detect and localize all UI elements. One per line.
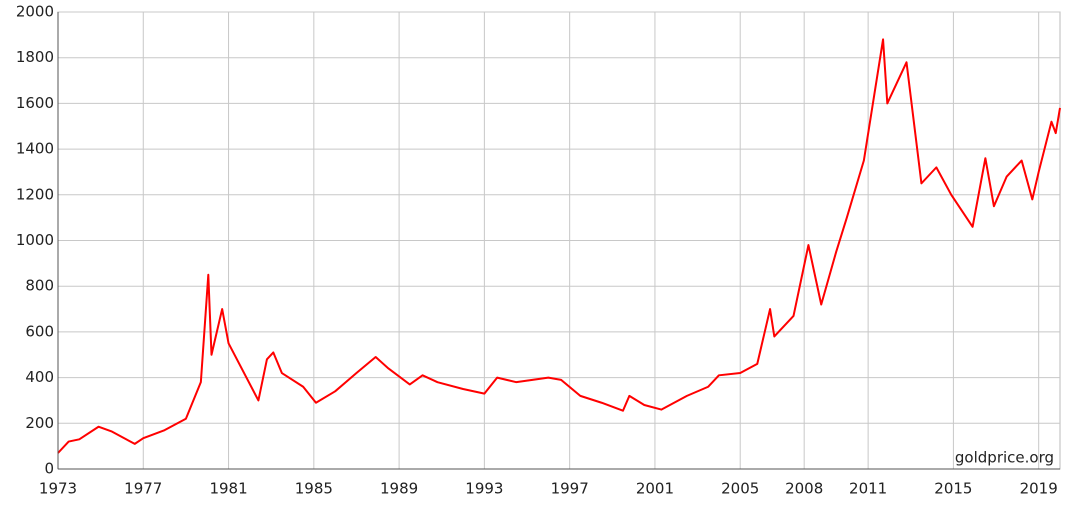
y-tick-label: 2000 bbox=[16, 3, 54, 21]
x-tick-label: 1997 bbox=[551, 480, 589, 498]
x-tick-label: 2008 bbox=[785, 480, 823, 498]
x-tick-label: 2015 bbox=[934, 480, 972, 498]
x-tick-label: 2011 bbox=[849, 480, 887, 498]
x-tick-label: 1993 bbox=[465, 480, 503, 498]
x-tick-label: 2019 bbox=[1020, 480, 1058, 498]
y-tick-label: 1400 bbox=[16, 140, 54, 158]
x-tick-label: 2001 bbox=[636, 480, 674, 498]
x-tick-label: 2005 bbox=[721, 480, 759, 498]
y-tick-label: 200 bbox=[25, 414, 54, 432]
x-tick-label: 1981 bbox=[209, 480, 247, 498]
price-line bbox=[57, 38, 1061, 454]
x-tick-label: 1977 bbox=[124, 480, 162, 498]
annotation: goldprice.org bbox=[955, 449, 1054, 467]
y-tick-label: 1800 bbox=[16, 48, 54, 66]
y-tick-label: 400 bbox=[25, 368, 54, 386]
y-tick-label: 1200 bbox=[16, 185, 54, 203]
y-tick-label: 1000 bbox=[16, 231, 54, 249]
x-tick-label: 1985 bbox=[295, 480, 333, 498]
x-tick-label: 1989 bbox=[380, 480, 418, 498]
y-tick-label: 0 bbox=[44, 460, 54, 478]
y-tick-label: 600 bbox=[25, 322, 54, 340]
y-tick-label: 1600 bbox=[16, 94, 54, 112]
y-tick-label: 800 bbox=[25, 277, 54, 295]
x-tick-label: 1973 bbox=[39, 480, 77, 498]
